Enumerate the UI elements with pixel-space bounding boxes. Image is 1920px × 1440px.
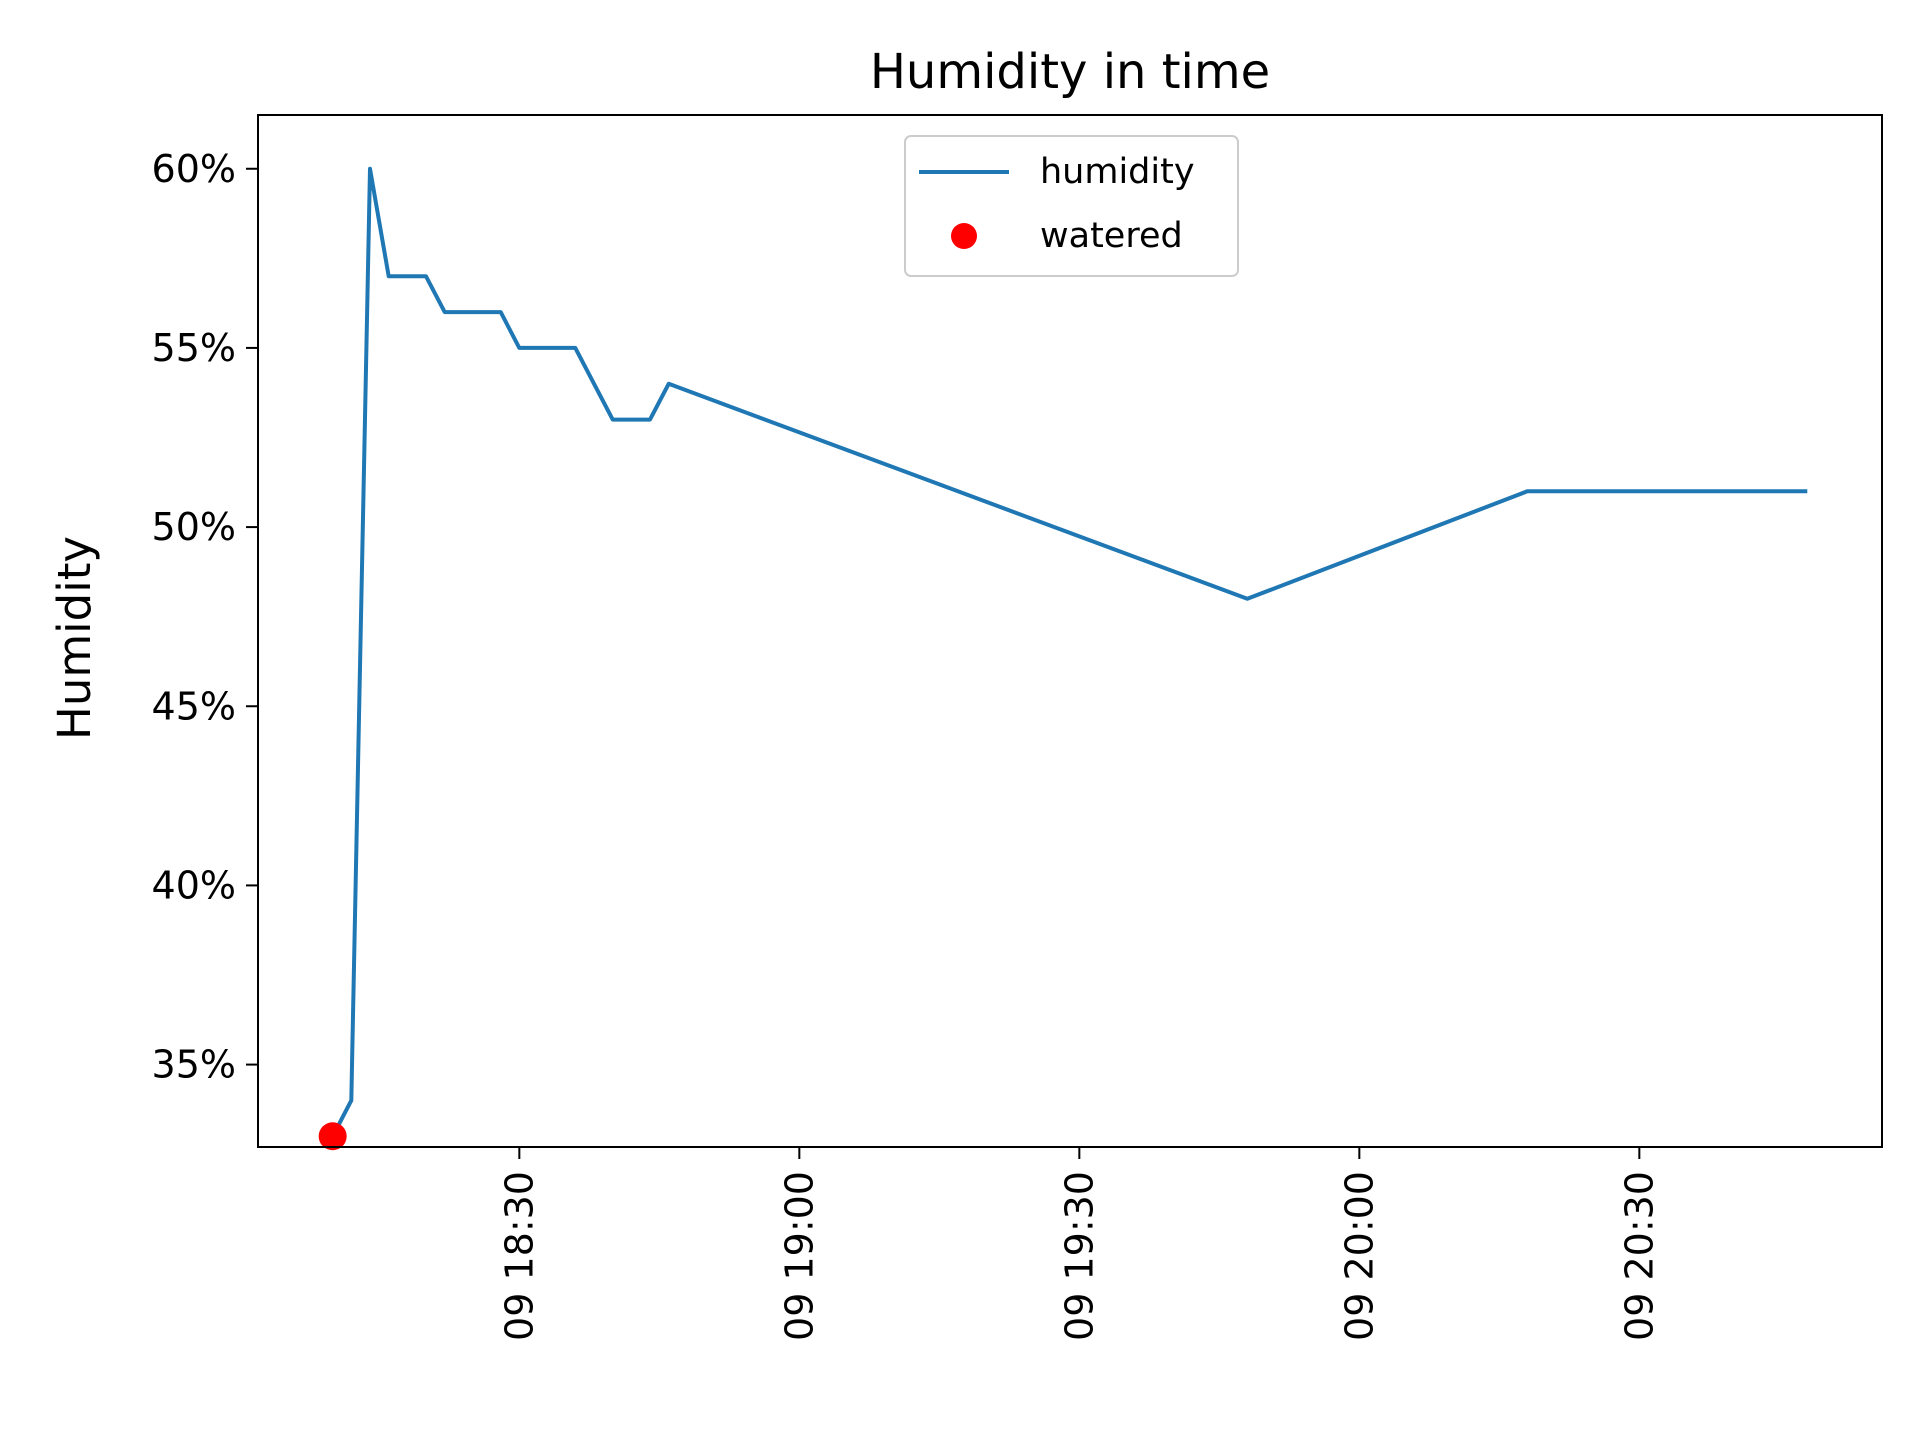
y-tick-label: 55% xyxy=(152,326,236,370)
y-axis: 35% 40% 45% 50% 55% 60% xyxy=(152,147,258,1087)
y-tick-label: 35% xyxy=(152,1043,236,1087)
chart-title: Humidity in time xyxy=(870,44,1270,100)
legend: humidity watered xyxy=(904,135,1239,277)
y-tick-label: 40% xyxy=(152,863,236,907)
y-axis-label: Humidity xyxy=(48,536,101,740)
series-line-humidity xyxy=(330,166,1808,1138)
x-axis: 09 18:30 09 19:00 09 19:30 09 20:00 09 20:30 xyxy=(497,1147,1661,1341)
x-tick-label: 09 20:30 xyxy=(1617,1171,1661,1341)
series-point-watered xyxy=(318,1122,347,1151)
x-tick-label: 09 19:30 xyxy=(1057,1171,1101,1341)
x-tick-label: 09 18:30 xyxy=(497,1171,541,1341)
legend-label-humidity: humidity xyxy=(1040,152,1195,192)
plot-frame xyxy=(257,114,1883,1148)
y-tick-label: 60% xyxy=(152,147,236,191)
x-tick-label: 09 19:00 xyxy=(777,1171,821,1341)
legend-swatch-watered xyxy=(951,223,977,249)
y-tick-label: 50% xyxy=(152,505,236,549)
x-tick-label: 09 20:00 xyxy=(1337,1171,1381,1341)
y-tick-label: 45% xyxy=(152,684,236,728)
legend-label-watered: watered xyxy=(1040,216,1183,256)
plot-area xyxy=(318,166,1808,1151)
